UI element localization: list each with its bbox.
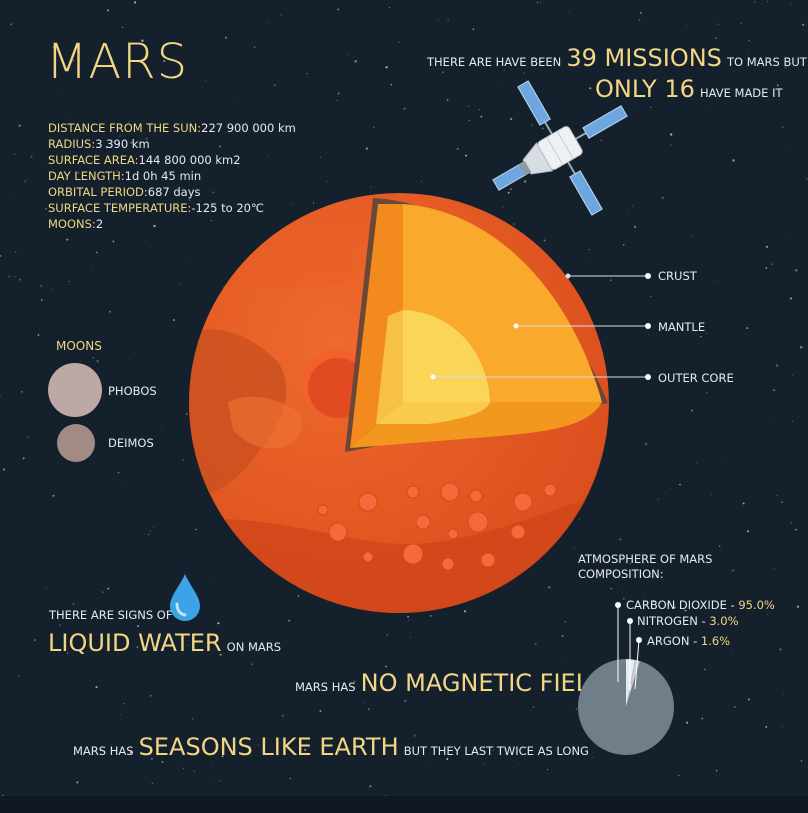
stats-list: DISTANCE FROM THE SUN:227 900 000 km RAD… <box>48 120 296 232</box>
stat-orbital-period: ORBITAL PERIOD:687 days <box>48 185 201 199</box>
stat-radius: RADIUS:3 390 km <box>48 137 150 151</box>
atmosphere-item-co2: CARBON DIOXIDE - 95.0% <box>626 598 775 612</box>
stat-distance: DISTANCE FROM THE SUN:227 900 000 km <box>48 121 296 135</box>
atmosphere-title: ATMOSPHERE OF MARS <box>578 552 713 566</box>
pie-slice-0 <box>577 659 674 755</box>
missions-line-2: ONLY 16 HAVE MADE IT <box>595 75 783 103</box>
atmosphere-item-argon: ARGON - 1.6% <box>647 634 731 648</box>
atmosphere-pie-chart <box>577 602 674 755</box>
water-pre-text: THERE ARE SIGNS OF <box>49 608 173 622</box>
seasons-line: MARS HAS SEASONS LIKE EARTH BUT THEY LAS… <box>73 733 589 761</box>
stat-moons: MOONS:2 <box>48 217 104 231</box>
water-line: LIQUID WATER ON MARS <box>48 629 282 657</box>
pie-slice-other <box>626 660 641 707</box>
mars-cutaway-illustration <box>189 193 609 613</box>
magnetic-line: MARS HAS NO MAGNETIC FIELD <box>295 669 608 697</box>
page-title: MARS <box>46 34 189 90</box>
moon-label-deimos: DEIMOS <box>108 436 154 450</box>
layer-label-mantle: MANTLE <box>658 320 706 334</box>
stat-surface-temperature: SURFACE TEMPERATURE:-125 to 20℃ <box>48 201 264 215</box>
deimos-icon <box>57 424 95 462</box>
moon-label-phobos: PHOBOS <box>108 384 157 398</box>
stat-day-length: DAY LENGTH:1d 0h 45 min <box>48 169 202 183</box>
stat-surface-area: SURFACE AREA:144 800 000 km2 <box>48 153 241 167</box>
water-drop-icon <box>170 574 200 621</box>
layer-label-outer-core: OUTER CORE <box>658 371 734 385</box>
satellite-icon <box>492 80 628 216</box>
footer-strip <box>0 796 808 813</box>
moons-heading: MOONS <box>56 339 102 353</box>
phobos-icon <box>48 363 102 417</box>
atmosphere-item-nitrogen: NITROGEN - 3.0% <box>637 614 739 628</box>
atmosphere-subtitle: COMPOSITION: <box>578 567 664 581</box>
missions-line-1: THERE ARE HAVE BEEN 39 MISSIONS TO MARS … <box>427 44 807 72</box>
layer-label-crust: CRUST <box>658 269 697 283</box>
